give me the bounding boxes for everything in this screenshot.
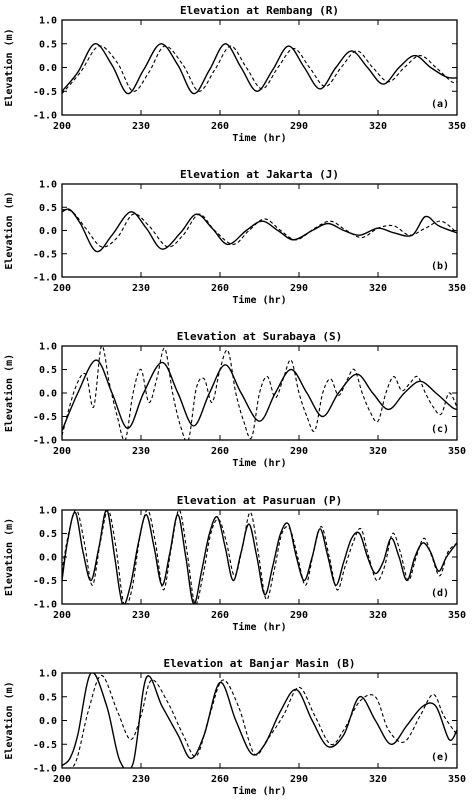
- x-tick-label: 260: [211, 446, 229, 457]
- x-tick-label: 230: [132, 446, 150, 457]
- x-tick-label: 350: [448, 446, 466, 457]
- x-tick-label: 260: [211, 283, 229, 294]
- series-line-solid: [62, 673, 457, 768]
- y-tick-label: 0.5: [39, 529, 57, 540]
- series-line-dashed: [62, 510, 457, 604]
- series-line-dashed: [62, 45, 457, 94]
- x-tick-label: 290: [290, 610, 308, 621]
- series-line-solid: [62, 208, 457, 253]
- x-tick-label: 260: [211, 774, 229, 785]
- x-tick-label: 350: [448, 774, 466, 785]
- y-tick-label: -1.0: [33, 273, 57, 284]
- x-tick-label: 200: [53, 121, 71, 132]
- series-group: [62, 346, 457, 440]
- x-tick-label: 230: [132, 774, 150, 785]
- y-tick-label: 1.0: [39, 180, 57, 191]
- series-line-dashed: [62, 209, 457, 248]
- series-group: [62, 208, 457, 253]
- panel-e: Elevation at Banjar Masin (B) 1.0 0.5 0.0 -0…: [3, 657, 466, 797]
- panel-label: (d): [431, 588, 449, 599]
- panel-label: (c): [431, 424, 449, 435]
- y-tick-label: -0.5: [33, 576, 57, 587]
- y-axis-label: Elevation (m): [3, 28, 15, 106]
- y-tick-label: 0.5: [39, 39, 57, 50]
- panel-c: Elevation at Surabaya (S) 1.0 0.5 0.0 -0.5 -1…: [3, 330, 466, 469]
- series-line-solid: [62, 359, 457, 431]
- x-tick-label: 320: [369, 610, 387, 621]
- y-tick-label: -0.5: [33, 412, 57, 423]
- y-tick-label: 0.0: [39, 553, 57, 564]
- x-tick-label: 320: [369, 121, 387, 132]
- y-axis-label: Elevation (m): [3, 354, 15, 432]
- series-group: [62, 43, 457, 95]
- x-tick-label: 350: [448, 121, 466, 132]
- y-tick-label: -1.0: [33, 600, 57, 611]
- x-tick-label: 230: [132, 610, 150, 621]
- x-tick-label: 290: [290, 446, 308, 457]
- x-tick-label: 290: [290, 283, 308, 294]
- series-group: [62, 510, 457, 604]
- y-tick-label: -0.5: [33, 740, 57, 751]
- y-tick-label: 1.0: [39, 16, 57, 27]
- x-axis-label: Time (hr): [232, 457, 286, 469]
- plot-frame: [61, 345, 458, 441]
- x-tick-label: 350: [448, 610, 466, 621]
- y-tick-label: -1.0: [33, 436, 57, 447]
- panel-label: (b): [431, 261, 449, 272]
- panel-a: Elevation at Rembang (R) 1.0 0.5 0.0 -0.5 -1.…: [3, 4, 466, 144]
- x-tick-label: 200: [53, 283, 71, 294]
- y-tick-label: 0.0: [39, 716, 57, 727]
- panel-title: Elevation at Rembang (R): [180, 4, 339, 17]
- y-tick-label: 1.0: [39, 669, 57, 680]
- x-axis-label: Time (hr): [232, 785, 286, 797]
- panel-label: (e): [431, 752, 449, 763]
- x-tick-label: 200: [53, 446, 71, 457]
- x-tick-label: 230: [132, 121, 150, 132]
- x-tick-label: 290: [290, 121, 308, 132]
- y-tick-label: 0.5: [39, 203, 57, 214]
- panel-d: Elevation at Pasuruan (P) 1.0 0.5 0.0 -0.5 -1…: [3, 494, 466, 633]
- x-tick-label: 200: [53, 610, 71, 621]
- y-tick-label: -0.5: [33, 87, 57, 98]
- y-tick-label: 0.5: [39, 365, 57, 376]
- panel-title: Elevation at Jakarta (J): [180, 168, 339, 181]
- panel-b: Elevation at Jakarta (J) 1.0 0.5 0.0 -0.5 -1.…: [3, 168, 466, 306]
- y-tick-label: -1.0: [33, 764, 57, 775]
- x-tick-label: 320: [369, 283, 387, 294]
- y-axis-label: Elevation (m): [3, 681, 15, 759]
- y-axis-label: Elevation (m): [3, 191, 15, 269]
- x-tick-label: 290: [290, 774, 308, 785]
- plot-frame: [61, 183, 458, 278]
- x-axis-label: Time (hr): [232, 294, 286, 306]
- x-axis-label: Time (hr): [232, 621, 286, 633]
- x-tick-label: 350: [448, 283, 466, 294]
- y-tick-label: 0.0: [39, 63, 57, 74]
- y-tick-label: 1.0: [39, 506, 57, 517]
- x-tick-label: 260: [211, 610, 229, 621]
- y-tick-label: -0.5: [33, 249, 57, 260]
- x-tick-label: 320: [369, 446, 387, 457]
- series-line-solid: [62, 43, 457, 95]
- y-tick-label: 0.5: [39, 692, 57, 703]
- panel-label: (a): [431, 99, 449, 110]
- x-tick-label: 230: [132, 283, 150, 294]
- panel-title: Elevation at Surabaya (S): [177, 330, 343, 343]
- y-tick-label: -1.0: [33, 111, 57, 122]
- series-line-dashed: [62, 346, 457, 440]
- plot-frame: [61, 19, 458, 116]
- y-tick-label: 0.0: [39, 226, 57, 237]
- y-axis-label: Elevation (m): [3, 518, 15, 596]
- x-tick-label: 320: [369, 774, 387, 785]
- y-tick-label: 1.0: [39, 342, 57, 353]
- x-tick-label: 200: [53, 774, 71, 785]
- y-tick-label: 0.0: [39, 389, 57, 400]
- series-group: [62, 673, 457, 768]
- series-line-dashed: [62, 674, 457, 768]
- x-axis-label: Time (hr): [232, 132, 286, 144]
- panel-title: Elevation at Pasuruan (P): [177, 494, 343, 507]
- panel-title: Elevation at Banjar Masin (B): [163, 657, 355, 670]
- x-tick-label: 260: [211, 121, 229, 132]
